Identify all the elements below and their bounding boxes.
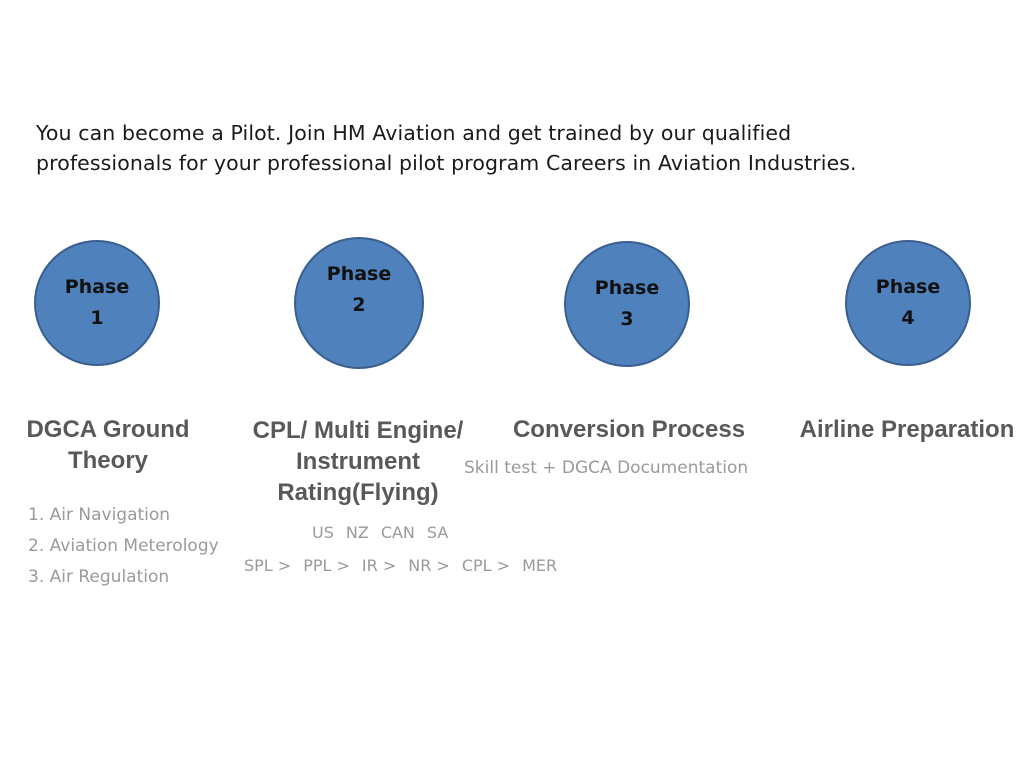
phase-2-circle: Phase 2 xyxy=(294,237,424,369)
intro-line-2: professionals for your professional pilo… xyxy=(36,151,857,175)
phase-2-title: CPL/ Multi Engine/ Instrument Rating(Fly… xyxy=(238,415,478,508)
phase-1-title-line-1: DGCA Ground xyxy=(26,416,190,443)
licence-item: IR > xyxy=(361,556,397,575)
licence-item: MER xyxy=(522,556,558,575)
phase-4-word: Phase xyxy=(875,276,941,298)
phase-2-country-list: US NZ CAN SA xyxy=(312,523,460,542)
list-item: 2. Aviation Meterology xyxy=(28,536,219,556)
licence-item: CPL > xyxy=(461,556,511,575)
phase-4-title-line-1: Airline Preparation xyxy=(799,416,1015,443)
phase-3-circle: Phase 3 xyxy=(564,241,690,367)
phase-4-circle: Phase 4 xyxy=(845,240,971,366)
licence-item: PPL > xyxy=(303,556,350,575)
phase-3-title-line-1: Conversion Process xyxy=(512,416,746,443)
phase-3-title: Conversion Process xyxy=(494,414,764,445)
phase-2-word: Phase xyxy=(326,263,392,285)
intro-line-1: You can become a Pilot. Join HM Aviation… xyxy=(36,121,792,145)
licence-item: SPL > xyxy=(244,556,292,575)
phase-4-number: 4 xyxy=(901,307,915,329)
country-item: NZ xyxy=(345,523,369,542)
phase-1-circle: Phase 1 xyxy=(34,240,160,366)
phase-2-title-line-2: Instrument xyxy=(295,448,420,475)
phase-2-licence-sequence: SPL > PPL > IR > NR > CPL > MER xyxy=(244,556,569,575)
list-item: 1. Air Navigation xyxy=(28,505,171,525)
country-item: SA xyxy=(426,523,449,542)
phase-1-word: Phase xyxy=(64,276,130,298)
list-item: 3. Air Regulation xyxy=(28,567,170,587)
phase-2-title-line-1: CPL/ Multi Engine/ xyxy=(252,417,464,444)
phase-2-title-line-3: Rating(Flying) xyxy=(277,479,439,506)
phase-1-number: 1 xyxy=(90,307,104,329)
country-item: CAN xyxy=(380,523,415,542)
intro-text: You can become a Pilot. Join HM Aviation… xyxy=(36,118,996,178)
phase-3-number: 3 xyxy=(620,308,634,330)
phase-3-note: Skill test + DGCA Documentation xyxy=(464,458,749,478)
phase-4-title: Airline Preparation xyxy=(790,414,1024,445)
phase-1-title-line-2: Theory xyxy=(67,447,148,474)
phase-2-number: 2 xyxy=(352,294,366,316)
licence-item: NR > xyxy=(408,556,450,575)
phase-1-title: DGCA Ground Theory xyxy=(12,414,204,476)
phase-1-subject-list: 1. Air Navigation 2. Aviation Meterology… xyxy=(28,500,219,593)
phase-3-word: Phase xyxy=(594,277,660,299)
country-item: US xyxy=(312,523,334,542)
